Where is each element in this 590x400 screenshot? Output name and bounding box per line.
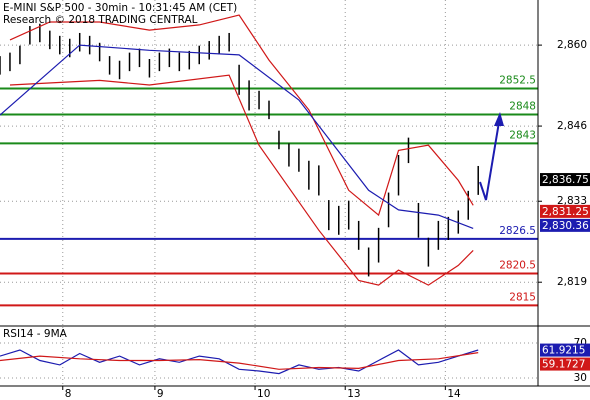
- level-label: 2852.5: [499, 74, 536, 86]
- y-tick-label: 2,819: [557, 276, 587, 288]
- indicator-line: [9, 74, 474, 286]
- indicator-line: [9, 14, 474, 217]
- rsi-line: [0, 352, 479, 370]
- rsi-title: RSI14 - 9MA: [3, 328, 68, 340]
- rsi-line: [0, 349, 479, 375]
- x-tick-label: 13: [347, 388, 360, 400]
- level-label: 2826.5: [499, 225, 536, 237]
- x-tick-label: 10: [257, 388, 270, 400]
- indicator-line: [0, 44, 474, 229]
- level-label: 2848: [509, 101, 536, 113]
- price-box-label: 2,836.75: [542, 174, 589, 186]
- y-tick-label: 2,846: [557, 120, 587, 132]
- x-tick-label: 8: [65, 388, 72, 400]
- price-box-label: 2,831.25: [542, 206, 589, 218]
- chart-subtitle: Research © 2018 TRADING CENTRAL: [3, 14, 198, 26]
- rsi-box: [540, 357, 590, 371]
- price-box: [540, 173, 590, 187]
- level-label: 2843: [509, 129, 536, 141]
- y-tick-label: 30: [574, 372, 587, 384]
- x-tick-label: 14: [447, 388, 461, 400]
- price-box-label: 2,830.36: [542, 220, 589, 232]
- rsi-box-label: 59.1727: [542, 359, 585, 371]
- level-label: 2815: [509, 291, 536, 303]
- rsi-box: [540, 343, 590, 357]
- level-label: 2820.5: [499, 260, 536, 272]
- price-box: [540, 218, 590, 232]
- arrow-head: [494, 112, 504, 126]
- x-tick-label: 9: [157, 388, 164, 400]
- y-tick-label: 2,833: [557, 195, 587, 207]
- chart-title: E-MINI S&P 500 - 30min - 10:31:45 AM (CE…: [3, 2, 237, 14]
- price-box: [540, 204, 590, 218]
- rsi-box-label: 61.9215: [542, 345, 585, 357]
- y-tick-label: 2,860: [557, 39, 587, 51]
- projection-arrow: [479, 121, 500, 201]
